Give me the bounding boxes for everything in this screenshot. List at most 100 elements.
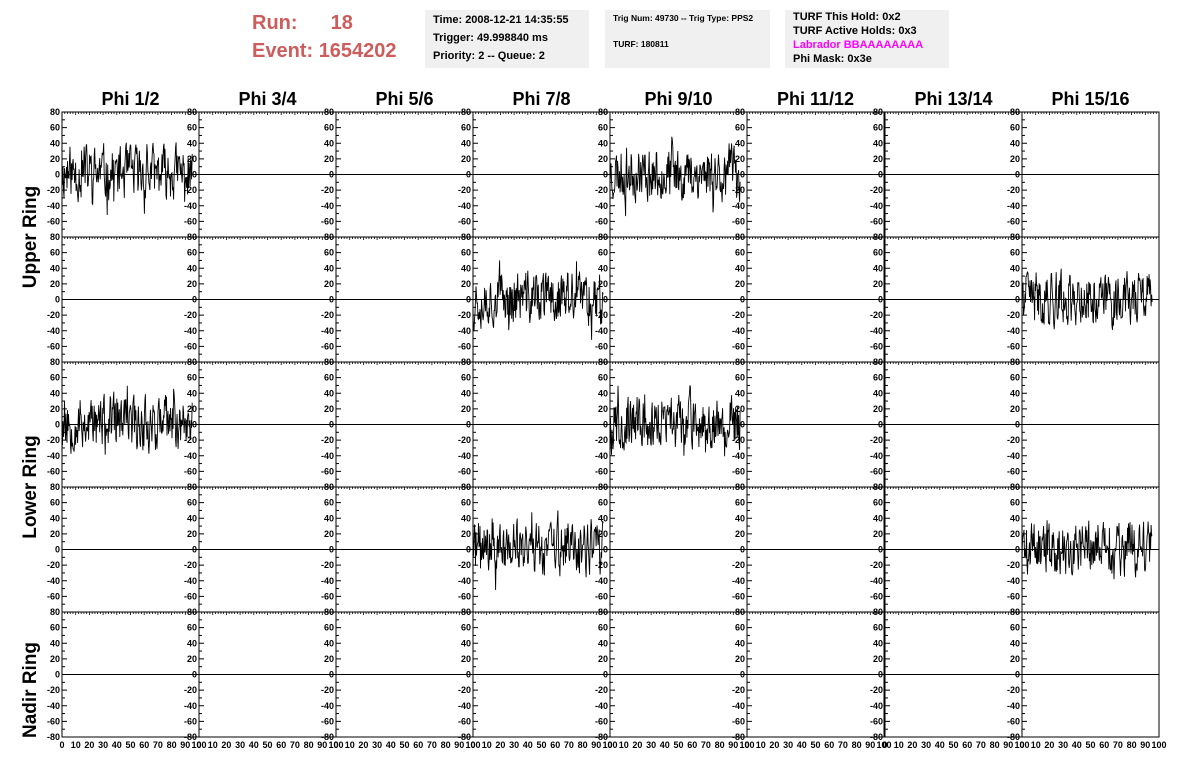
y-tick-label-r4-c7-80: 80 (1010, 607, 1020, 617)
x-tick-label-c2-60: 60 (413, 740, 423, 750)
y-tick-label-r1-c0--20: -20 (47, 310, 60, 320)
y-tick-label-r0-c4-80: 80 (598, 107, 608, 117)
x-tick-label-c2-80: 80 (441, 740, 451, 750)
y-tick-label-r0-c0-20: 20 (50, 154, 60, 164)
y-tick-label-r0-c6-20: 20 (873, 154, 883, 164)
x-tick-label-c0-50: 50 (125, 740, 135, 750)
y-tick-label-r0-c5-0: 0 (740, 170, 745, 180)
y-tick-label-r4-c1--20: -20 (184, 685, 197, 695)
x-tick-label-c7-20: 20 (1044, 740, 1054, 750)
x-tick-label-c4-30: 30 (646, 740, 656, 750)
x-tick-label-c4-90: 90 (728, 740, 738, 750)
y-tick-label-r3-c3--20: -20 (458, 560, 471, 570)
y-tick-label-r2-c1-40: 40 (187, 388, 197, 398)
y-tick-label-r3-c5--20: -20 (732, 560, 745, 570)
y-tick-label-r1-c4--40: -40 (595, 326, 608, 336)
phi-mask-text: Phi Mask: 0x3e (793, 53, 872, 65)
x-tick-label-c2-90: 90 (454, 740, 464, 750)
y-tick-label-r4-c1-80: 80 (187, 607, 197, 617)
y-tick-label-r2-c2--60: -60 (321, 466, 334, 476)
y-tick-label-r2-c3--40: -40 (458, 451, 471, 461)
y-tick-label-r3-c1-40: 40 (187, 513, 197, 523)
y-tick-label-r1-c7-80: 80 (1010, 232, 1020, 242)
y-tick-label-r2-c1-80: 80 (187, 357, 197, 367)
y-tick-label-r0-c4-20: 20 (598, 154, 608, 164)
y-tick-label-r3-c2-80: 80 (324, 482, 334, 492)
y-tick-label-r0-c0--40: -40 (47, 201, 60, 211)
y-tick-label-r2-c2--20: -20 (321, 435, 334, 445)
column-label-2: Phi 5/6 (375, 89, 433, 109)
x-tick-label-c2-40: 40 (386, 740, 396, 750)
y-tick-label-r4-c6-20: 20 (873, 654, 883, 664)
x-tick-label-c1-20: 20 (221, 740, 231, 750)
event-label: Event: (252, 40, 314, 62)
y-tick-label-r2-c4-20: 20 (598, 404, 608, 414)
y-tick-label-r3-c3--40: -40 (458, 576, 471, 586)
x-tick-label-c5-90: 90 (865, 740, 875, 750)
y-tick-label-r3-c0--20: -20 (47, 560, 60, 570)
y-tick-label-r2-c4--40: -40 (595, 451, 608, 461)
y-tick-label-r1-c2--40: -40 (321, 326, 334, 336)
y-tick-label-r3-c4--20: -20 (595, 560, 608, 570)
run-label: Run: (252, 12, 298, 34)
y-tick-label-r2-c7-40: 40 (1010, 388, 1020, 398)
y-tick-label-r3-c7--60: -60 (1007, 591, 1020, 601)
y-tick-label-r2-c2-60: 60 (324, 373, 334, 383)
x-tick-label-c3-10: 10 (482, 740, 492, 750)
y-tick-label-r1-c3--40: -40 (458, 326, 471, 336)
y-tick-label-r0-c6-80: 80 (873, 107, 883, 117)
y-tick-label-r2-c7-0: 0 (1015, 420, 1020, 430)
y-tick-label-r3-c0-0: 0 (55, 545, 60, 555)
y-tick-label-r2-c0--20: -20 (47, 435, 60, 445)
y-tick-label-r0-c6-60: 60 (873, 123, 883, 133)
y-tick-label-r3-c1-0: 0 (192, 545, 197, 555)
y-tick-label-r3-c2-60: 60 (324, 498, 334, 508)
y-tick-label-r1-c5-20: 20 (735, 279, 745, 289)
x-tick-label-c5-0: 0 (744, 740, 749, 750)
x-tick-label-c6-90: 90 (1003, 740, 1013, 750)
y-tick-label-r4-c4--20: -20 (595, 685, 608, 695)
x-tick-label-c6-10: 10 (894, 740, 904, 750)
y-tick-label-r0-c3-40: 40 (461, 138, 471, 148)
y-tick-label-r4-c3-60: 60 (461, 623, 471, 633)
y-tick-label-r4-c7-0: 0 (1015, 670, 1020, 680)
y-tick-label-r4-c5--60: -60 (732, 716, 745, 726)
x-tick-label-c1-80: 80 (304, 740, 314, 750)
x-tick-label-c6-70: 70 (976, 740, 986, 750)
y-tick-label-r1-c4-40: 40 (598, 263, 608, 273)
y-tick-label-r2-c6-60: 60 (873, 373, 883, 383)
y-tick-label-r3-c7-40: 40 (1010, 513, 1020, 523)
x-tick-label-c0-80: 80 (167, 740, 177, 750)
y-tick-label-r3-c3-0: 0 (466, 545, 471, 555)
y-tick-label-r4-c2-60: 60 (324, 623, 334, 633)
y-tick-label-r4-c5-20: 20 (735, 654, 745, 664)
y-tick-label-r1-c3-60: 60 (461, 248, 471, 258)
y-tick-label-r1-c5-60: 60 (735, 248, 745, 258)
y-tick-label-r2-c3-60: 60 (461, 373, 471, 383)
y-tick-label-r1-c0-40: 40 (50, 263, 60, 273)
y-tick-label-r0-c5-80: 80 (735, 107, 745, 117)
y-tick-label-r0-c5--60: -60 (732, 216, 745, 226)
y-tick-label-r1-c7-20: 20 (1010, 279, 1020, 289)
column-label-5: Phi 11/12 (777, 89, 854, 109)
y-tick-label-r1-c4--60: -60 (595, 341, 608, 351)
y-tick-label-r4-c3-20: 20 (461, 654, 471, 664)
y-tick-label-r2-c7--20: -20 (1007, 435, 1020, 445)
y-tick-label-r0-c0-0: 0 (55, 170, 60, 180)
y-tick-label-r0-c2-40: 40 (324, 138, 334, 148)
column-label-7: Phi 15/16 (1051, 89, 1129, 109)
y-tick-label-r0-c5--20: -20 (732, 185, 745, 195)
x-tick-label-c3-40: 40 (523, 740, 533, 750)
y-tick-label-r1-c4-20: 20 (598, 279, 608, 289)
y-tick-label-r0-c7-0: 0 (1015, 170, 1020, 180)
turf-this-hold-text: TURF This Hold: 0x2 (793, 11, 901, 23)
y-tick-label-r0-c6--40: -40 (870, 201, 883, 211)
y-tick-label-r1-c2-40: 40 (324, 263, 334, 273)
y-tick-label-r3-c1-60: 60 (187, 498, 197, 508)
x-tick-label-c4-60: 60 (687, 740, 697, 750)
x-tick-label-c7-90: 90 (1140, 740, 1150, 750)
x-tick-label-c7-60: 60 (1099, 740, 1109, 750)
y-tick-label-r1-c5-80: 80 (735, 232, 745, 242)
x-tick-label-c1-100: 100 (328, 740, 343, 750)
x-tick-label-c3-80: 80 (578, 740, 588, 750)
